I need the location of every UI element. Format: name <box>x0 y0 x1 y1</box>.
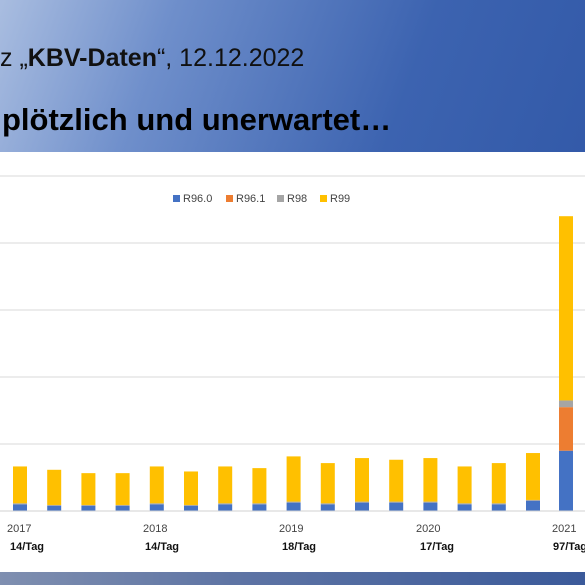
gridlines <box>0 175 585 445</box>
rate-label: 14/Tag <box>145 541 179 553</box>
bar-segment <box>286 502 301 511</box>
bar-segment <box>13 503 27 505</box>
bar-segment <box>355 458 369 502</box>
legend-label: R99 <box>330 193 350 205</box>
legend-label: R96.0 <box>183 193 212 205</box>
rate-label: 97/Tag <box>553 541 585 553</box>
x-axis-labels: 2017 2018 2019 2020 2021 14/Tag 14/Tag 18/Tag 17… <box>7 523 585 553</box>
bar-segment <box>115 473 130 505</box>
bar-segment <box>320 463 335 504</box>
stacked-bar-chart: R96.0 R96.1 R98 R99 2017 2018 2019 2020 2021 14/… <box>0 175 585 553</box>
bottom-strip <box>0 572 585 585</box>
bar-segment <box>184 505 198 511</box>
bar-segment <box>47 469 62 505</box>
bar-segment <box>491 504 506 511</box>
bar-segment <box>252 468 267 504</box>
bar-segment <box>252 503 267 505</box>
bar-segment <box>47 505 62 511</box>
bar-segment <box>286 501 301 503</box>
bars <box>13 216 573 511</box>
bar-segment <box>252 504 267 511</box>
bar-segment <box>320 504 335 511</box>
legend-swatch <box>320 195 327 202</box>
bar-segment <box>115 505 130 511</box>
bar-segment <box>81 473 96 505</box>
subtitle-source: KBV-Daten <box>27 44 157 72</box>
bar-segment <box>423 458 438 502</box>
bar-segment <box>355 502 369 511</box>
bar-segment <box>218 504 233 511</box>
bar-segment <box>13 466 27 504</box>
slide-subtitle: z „KBV-Daten“, 12.12.2022 <box>0 44 304 73</box>
bar-segment <box>81 504 96 506</box>
legend-swatch <box>226 195 233 202</box>
chart-panel: R96.0 R96.1 R98 R99 2017 2018 2019 2020 2021 14/… <box>0 152 585 572</box>
bar-segment <box>526 453 540 500</box>
bar-segment <box>491 463 506 504</box>
bar-segment <box>457 503 472 505</box>
subtitle-prefix: z „ <box>0 44 28 72</box>
legend-swatch <box>173 195 180 202</box>
rate-label: 17/Tag <box>420 541 454 553</box>
legend: R96.0 R96.1 R98 R99 <box>173 193 350 205</box>
legend-label: R96.1 <box>236 193 265 205</box>
bar-segment <box>457 504 472 511</box>
bar-segment <box>491 503 506 505</box>
bar-segment <box>389 502 404 511</box>
bar-segment <box>559 216 573 401</box>
bar-segment <box>218 503 233 505</box>
year-label: 2021 <box>552 523 576 535</box>
year-label: 2017 <box>7 523 31 535</box>
slide-headline: plötzlich und unerwartet… <box>2 102 392 137</box>
bar-segment <box>559 400 573 408</box>
bar-segment <box>149 504 164 511</box>
bar-segment <box>184 471 198 505</box>
bar-segment <box>526 500 540 511</box>
bar-segment <box>355 501 369 503</box>
year-label: 2020 <box>416 523 440 535</box>
bar-segment <box>47 504 62 506</box>
bar-segment <box>320 503 335 505</box>
bar-segment <box>149 503 164 505</box>
bar-segment <box>559 407 573 451</box>
bar-segment <box>559 450 573 511</box>
legend-swatch <box>277 195 284 202</box>
bar-segment <box>218 466 233 504</box>
bar-segment <box>115 504 130 506</box>
bar-segment <box>526 499 540 501</box>
year-label: 2018 <box>143 523 167 535</box>
rate-label: 14/Tag <box>10 541 44 553</box>
bar-segment <box>389 501 404 503</box>
rate-label: 18/Tag <box>282 541 316 553</box>
legend-label: R98 <box>287 193 307 205</box>
bar-segment <box>423 501 438 503</box>
bar-segment <box>81 505 96 511</box>
bar-segment <box>184 504 198 506</box>
bar-segment <box>457 466 472 504</box>
year-label: 2019 <box>279 523 303 535</box>
bar-segment <box>149 466 164 504</box>
bar-segment <box>423 502 438 511</box>
bar-segment <box>13 504 27 511</box>
bar-segment <box>286 456 301 502</box>
bar-segment <box>389 459 404 502</box>
subtitle-date: “, 12.12.2022 <box>156 44 305 72</box>
